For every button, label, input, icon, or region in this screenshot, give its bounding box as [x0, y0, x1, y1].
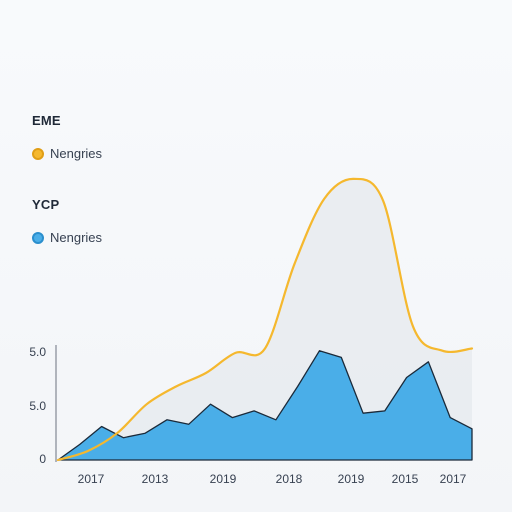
legend-item[interactable]: Nengries: [32, 230, 102, 245]
legend-dot-icon: [32, 231, 44, 244]
x-tick-label: 2019: [210, 472, 237, 486]
series-1-fill: [58, 178, 472, 461]
y-tick-label: 5.0: [29, 399, 46, 413]
legend-title: YCP: [32, 197, 60, 212]
x-tick-label: 2018: [276, 472, 303, 486]
x-tick-label: 2017: [440, 472, 467, 486]
x-tick-label: 2013: [142, 472, 169, 486]
x-tick-label: 2015: [392, 472, 419, 486]
legend-group-2: YCP Nengries: [32, 197, 102, 245]
legend-item[interactable]: Nengries: [32, 146, 102, 161]
x-tick-label: 2017: [78, 472, 105, 486]
series-1-line: [56, 177, 474, 462]
series-2-area: [57, 350, 473, 461]
legend-dot-icon: [32, 147, 44, 160]
legend-title: EME: [32, 113, 61, 128]
y-tick-label: 0: [39, 452, 46, 466]
legend-label: Nengries: [50, 230, 103, 245]
x-tick-label: 2019: [338, 472, 365, 486]
legend-group-1: EME Nengries: [32, 113, 102, 161]
legend-label: Nengries: [50, 146, 103, 161]
y-tick-label: 5.0: [29, 345, 46, 359]
